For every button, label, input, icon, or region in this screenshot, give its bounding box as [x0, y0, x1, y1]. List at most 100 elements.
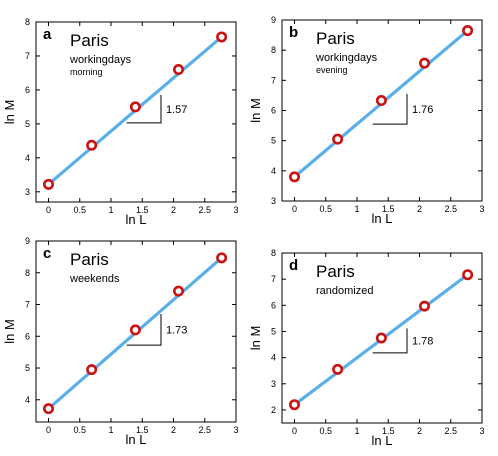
- y-tick-label: 7: [271, 274, 276, 284]
- plot-frame: [281, 252, 483, 424]
- y-tick-label: 6: [271, 300, 276, 310]
- y-tick-label: 4: [25, 153, 30, 163]
- data-point: [375, 332, 387, 344]
- x-tick-label: 1.5: [136, 425, 149, 435]
- y-tick-label: 7: [25, 300, 30, 310]
- x-tick-label: 1: [108, 425, 113, 435]
- x-tick-label: 0: [46, 425, 51, 435]
- x-tick-label: 1.5: [136, 205, 149, 215]
- x-tick-label: 2: [417, 204, 422, 214]
- panel-title: Paris: [316, 262, 355, 281]
- slope-label: 1.78: [412, 336, 433, 348]
- x-tick-label: 0: [46, 205, 51, 215]
- plot-frame: [35, 240, 237, 423]
- data-point: [288, 171, 300, 183]
- y-tick-label: 6: [271, 106, 276, 116]
- y-tick-label: 5: [25, 363, 30, 373]
- data-point: [332, 363, 344, 375]
- panel-subtitle: morning: [70, 67, 103, 77]
- x-tick-label: 1: [354, 204, 359, 214]
- panel-subtitle: evening: [316, 65, 348, 75]
- data-point: [86, 139, 98, 151]
- data-point: [462, 269, 474, 281]
- y-tick-label: 8: [271, 248, 276, 258]
- y-tick-label: 4: [271, 166, 276, 176]
- panel-letter: c: [43, 245, 51, 262]
- x-tick-label: 0: [292, 426, 297, 436]
- y-tick-label: 5: [271, 136, 276, 146]
- plot-frame: [281, 19, 483, 202]
- x-tick-label: 2.5: [198, 205, 211, 215]
- data-point: [288, 399, 300, 411]
- slope-triangle: [126, 314, 162, 346]
- x-tick-label: 1: [108, 205, 113, 215]
- x-tick-label: 2: [417, 426, 422, 436]
- panel-c: 0 0.5 1 1.5 2 2.5 3 4 5 6 7 8 9 ln L ln M c Paris weekend…: [2, 236, 239, 447]
- x-tick-label: 1.5: [382, 204, 395, 214]
- slope-triangle: [372, 328, 408, 354]
- slope-triangle: [126, 95, 162, 124]
- x-tick-label: 3: [233, 425, 238, 435]
- y-axis-label: ln M: [248, 326, 263, 351]
- panel-subtitle: weekends: [69, 273, 120, 285]
- data-point: [216, 31, 228, 43]
- x-tick-label: 2: [171, 425, 176, 435]
- data-point: [418, 300, 430, 312]
- panel-title: Paris: [70, 31, 109, 50]
- slope-label: 1.76: [412, 104, 433, 116]
- x-tick-label: 2.5: [198, 425, 211, 435]
- x-tick-label: 0: [292, 204, 297, 214]
- y-tick-label: 7: [25, 51, 30, 61]
- panel-a: 0 0.5 1 1.5 2 2.5 3 3 4 5 6 7 8 ln L ln M a Paris working…: [2, 17, 239, 227]
- data-point: [216, 252, 228, 264]
- y-tick-label: 3: [271, 196, 276, 206]
- x-tick-label: 3: [479, 204, 484, 214]
- slope-triangle: [372, 93, 408, 125]
- panel-subtitle: workingdays: [69, 54, 132, 66]
- x-axis-label: ln L: [372, 211, 393, 226]
- data-point: [42, 403, 54, 415]
- y-tick-label: 5: [25, 119, 30, 129]
- data-point: [173, 64, 185, 76]
- data-point: [173, 285, 185, 297]
- x-tick-label: 3: [479, 426, 484, 436]
- x-tick-label: 0.5: [73, 205, 86, 215]
- panel-b: 0 0.5 1 1.5 2 2.5 3 3 4 5 6 7 8 9 ln L ln M b Paris workin…: [248, 15, 485, 226]
- x-tick-label: 3: [233, 205, 238, 215]
- y-tick-label: 9: [271, 15, 276, 25]
- x-axis-label: ln L: [126, 432, 147, 447]
- data-point: [418, 57, 430, 69]
- y-tick-label: 8: [25, 268, 30, 278]
- y-axis-label: ln M: [2, 100, 17, 125]
- panel-title: Paris: [70, 250, 109, 269]
- y-tick-label: 6: [25, 331, 30, 341]
- x-tick-label: 1: [354, 426, 359, 436]
- data-point: [129, 101, 141, 113]
- panel-letter: b: [289, 24, 298, 41]
- x-tick-label: 1.5: [382, 426, 395, 436]
- y-tick-label: 8: [271, 45, 276, 55]
- panel-d: 0 0.5 1 1.5 2 2.5 3 2 3 4 5 6 7 8 ln L ln M d Paris random…: [248, 248, 485, 448]
- y-axis-label: ln M: [2, 319, 17, 344]
- data-point: [129, 324, 141, 336]
- panel-subtitle: randomized: [316, 285, 373, 297]
- y-tick-label: 8: [25, 17, 30, 27]
- x-tick-label: 2.5: [444, 426, 457, 436]
- data-point: [42, 178, 54, 190]
- y-tick-label: 5: [271, 326, 276, 336]
- y-tick-label: 4: [25, 395, 30, 405]
- slope-label: 1.73: [166, 325, 187, 337]
- panel-subtitle: workingdays: [315, 52, 378, 64]
- panel-letter: a: [43, 26, 52, 43]
- y-tick-label: 3: [25, 187, 30, 197]
- x-tick-label: 0.5: [319, 204, 332, 214]
- data-point: [462, 25, 474, 37]
- slope-label: 1.57: [166, 104, 187, 116]
- x-axis-label: ln L: [372, 433, 393, 448]
- x-tick-label: 2: [171, 205, 176, 215]
- x-tick-label: 0.5: [73, 425, 86, 435]
- y-tick-label: 7: [271, 75, 276, 85]
- panel-title: Paris: [316, 29, 355, 48]
- y-axis-label: ln M: [248, 98, 263, 123]
